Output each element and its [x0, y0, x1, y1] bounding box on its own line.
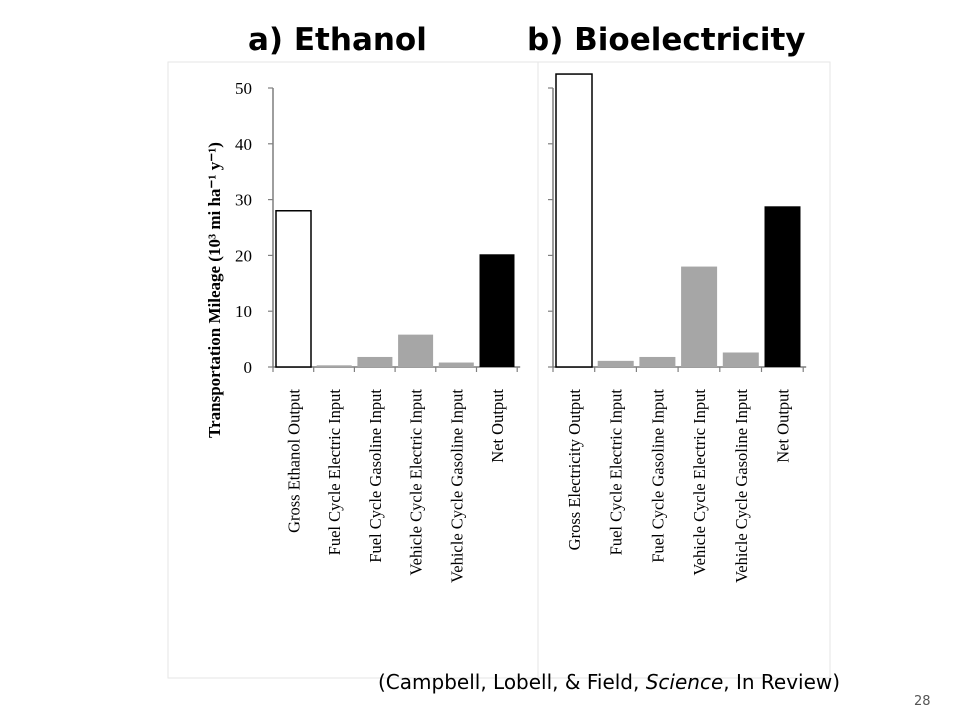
panel-a-bar	[438, 362, 474, 367]
panel-a-category-label: Vehicle Cycle Gasoline Input	[447, 389, 466, 583]
panel-b-bar	[555, 73, 593, 368]
citation-close: , In Review)	[723, 670, 841, 694]
panel-a-bar	[398, 334, 434, 367]
panel-a-y-tick-label: 50	[235, 79, 252, 98]
panel-b-category-label: Gross Electricity Output	[565, 389, 584, 551]
panel-b-frame	[537, 61, 831, 679]
panel-a-category-label: Gross Ethanol Output	[285, 389, 304, 533]
panel-a-plot: 0 10 20 30 40 50 Gross Ethanol Output Fuel Cycl…	[235, 79, 521, 583]
panel-a-bar	[316, 365, 352, 367]
panel-a-y-tick-label: 0	[244, 358, 253, 377]
panel-b-bar	[764, 206, 801, 367]
panel-a-y-axis-label: Transportation Mileage (10³ mi ha⁻¹ y⁻¹)	[205, 142, 224, 438]
slide-number: 28	[914, 694, 931, 709]
panel-a-category-label: Net Output	[488, 389, 507, 463]
panel-b-bar	[597, 360, 634, 367]
panel-b-category-label: Vehicle Cycle Electric Input	[690, 389, 709, 576]
panel-a-category-label: Fuel Cycle Gasoline Input	[366, 389, 385, 563]
citation-open: (Campbell, Lobell, & Field,	[378, 670, 646, 694]
panel-b-category-label: Net Output	[774, 389, 793, 463]
panel-a-bar	[357, 356, 393, 367]
panel-a-y-tick-label: 30	[235, 191, 252, 210]
citation-journal: Science	[645, 670, 724, 694]
panel-b-category-label: Fuel Cycle Electric Input	[607, 389, 626, 556]
panel-a-bar	[275, 210, 312, 368]
panel-a-title: a) Ethanol	[248, 22, 427, 58]
panel-b-bar	[722, 352, 759, 367]
panel-b-category-label: Vehicle Cycle Gasoline Input	[732, 389, 751, 583]
panel-a-y-tick-label: 20	[235, 246, 252, 265]
panel-b-category-label: Fuel Cycle Gasoline Input	[648, 389, 667, 563]
panel-a-y-tick-label: 40	[235, 135, 252, 154]
citation: (Campbell, Lobell, & Field, Science, In …	[378, 670, 840, 694]
panel-b-title: b) Bioelectricity	[527, 22, 806, 58]
panel-a-bar	[479, 254, 515, 367]
panel-a-category-label: Vehicle Cycle Electric Input	[407, 389, 426, 576]
panel-b-bar	[639, 356, 676, 367]
panel-a-category-label: Fuel Cycle Electric Input	[325, 389, 344, 556]
panel-b-bar	[681, 266, 718, 367]
panel-b-plot: Gross Electricity Output Fuel Cycle Elect…	[548, 73, 807, 583]
panel-a-y-tick-label: 10	[235, 302, 252, 321]
